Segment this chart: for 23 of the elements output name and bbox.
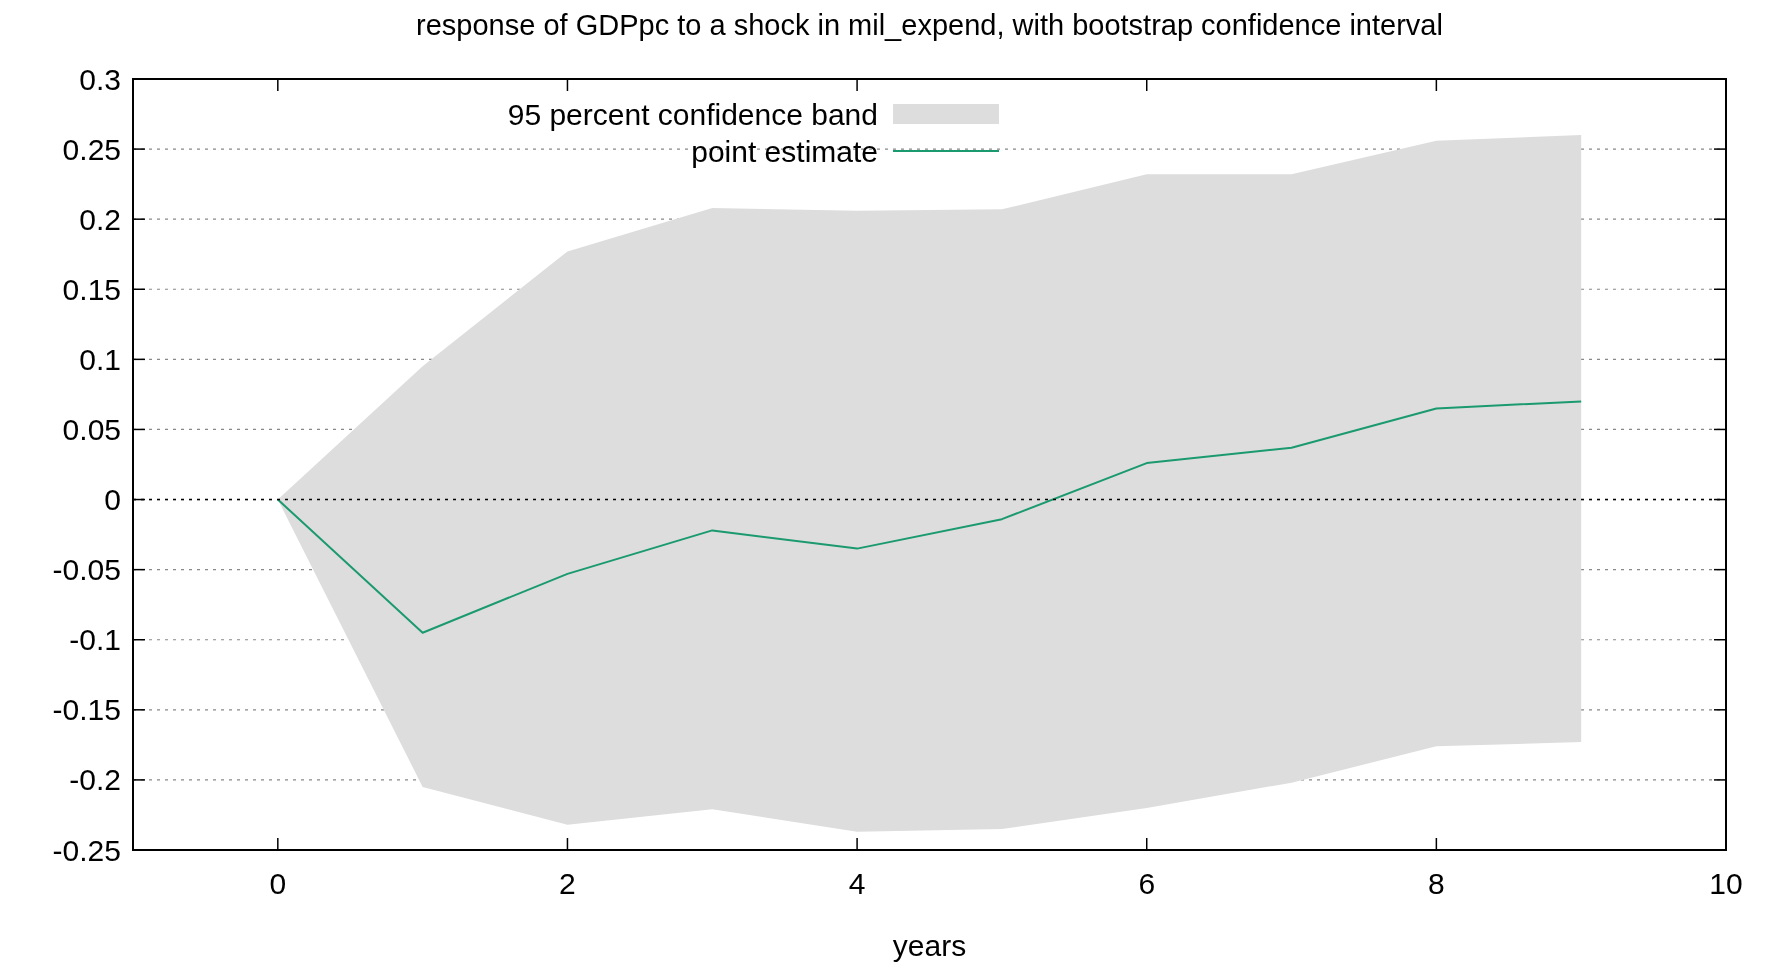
x-tick-label: 0 <box>269 867 287 900</box>
x-tick-label: 6 <box>1138 867 1156 900</box>
y-tick-label: -0.15 <box>52 693 121 727</box>
x-tick-label: 10 <box>1709 867 1743 900</box>
annotation: 95 percent confidence band <box>507 97 878 131</box>
y-tick-label: 0.2 <box>79 202 121 236</box>
legend-label: point estimate <box>691 134 878 168</box>
y-tick-label: -0.05 <box>52 553 121 587</box>
chart-title: response of GDPpc to a shock in mil_expend, with bootstrap confidence interval <box>416 9 1443 41</box>
y-tick-label: 0 <box>104 483 121 517</box>
x-tick-label: 8 <box>1428 867 1445 900</box>
y-tick-label: 0.05 <box>62 412 121 446</box>
y-tick-label: -0.2 <box>69 763 121 797</box>
x-tick-label: 2 <box>559 867 576 900</box>
line-series <box>276 400 1583 634</box>
y-tick-label: -0.1 <box>69 623 121 657</box>
x-axis-title: years <box>892 929 967 962</box>
y-tick-label: 0.15 <box>62 272 121 306</box>
y-tick-label: 0.3 <box>79 62 121 96</box>
x-tick-label: 4 <box>848 867 866 900</box>
y-tick-label: 0.25 <box>62 132 121 166</box>
y-tick-label: -0.25 <box>52 833 121 867</box>
y-tick-label: 0.1 <box>79 342 121 376</box>
